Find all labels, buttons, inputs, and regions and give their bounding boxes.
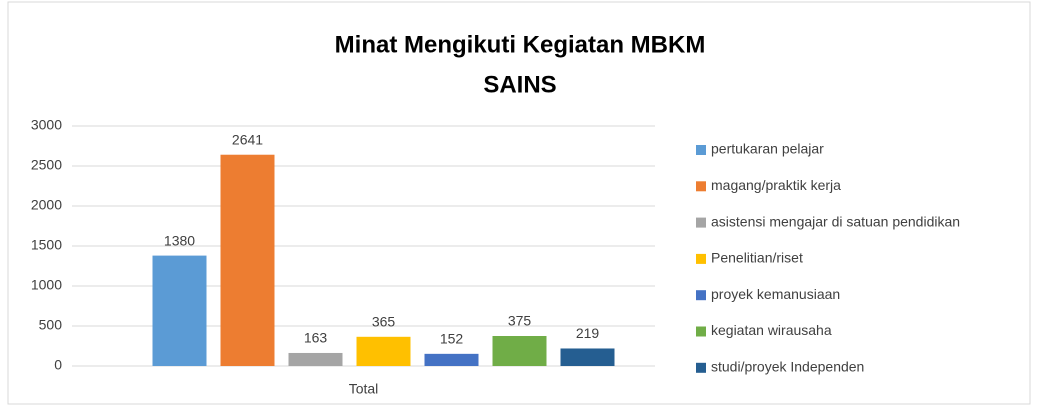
legend-swatch bbox=[696, 217, 706, 228]
legend-swatch bbox=[696, 181, 706, 192]
legend-swatch bbox=[696, 145, 706, 155]
y-tick-label: 2000 bbox=[31, 197, 62, 213]
legend-swatch bbox=[696, 362, 706, 373]
chart-subtitle: SAINS bbox=[483, 71, 556, 98]
y-tick-label: 500 bbox=[39, 317, 63, 333]
bar bbox=[424, 353, 479, 366]
legend-label: pertukaran pelajar bbox=[711, 141, 824, 157]
data-label: 163 bbox=[304, 330, 328, 346]
legend-label: Penelitian/riset bbox=[711, 250, 803, 266]
legend-swatch bbox=[696, 253, 706, 264]
y-tick-label: 1500 bbox=[31, 237, 62, 253]
y-tick-label: 1000 bbox=[31, 277, 62, 293]
bar bbox=[288, 352, 343, 366]
bar bbox=[492, 336, 547, 366]
y-tick-label: 2500 bbox=[31, 157, 62, 173]
data-label: 219 bbox=[576, 325, 600, 341]
bar bbox=[220, 154, 275, 366]
data-label: 2641 bbox=[232, 131, 263, 147]
legend-label: asistensi mengajar di satuan pendidikan bbox=[711, 213, 960, 229]
x-tick-label: Total bbox=[349, 381, 379, 397]
bar bbox=[560, 348, 615, 366]
bar bbox=[152, 255, 207, 366]
legend-label: kegiatan wirausaha bbox=[711, 322, 832, 338]
legend-label: proyek kemanusiaan bbox=[711, 286, 840, 302]
legend-label: magang/praktik kerja bbox=[711, 177, 841, 193]
data-label: 375 bbox=[508, 313, 532, 329]
data-label: 152 bbox=[440, 331, 464, 347]
legend-label: studi/proyek Independen bbox=[711, 359, 864, 375]
data-label: 365 bbox=[372, 314, 396, 330]
chart-title: Minat Mengikuti Kegiatan MBKM bbox=[335, 31, 706, 58]
y-tick-label: 0 bbox=[54, 357, 62, 373]
legend-swatch bbox=[696, 326, 706, 337]
legend-swatch bbox=[696, 290, 706, 301]
y-tick-label: 3000 bbox=[31, 117, 62, 133]
bar bbox=[356, 336, 411, 366]
data-label: 1380 bbox=[164, 232, 195, 248]
